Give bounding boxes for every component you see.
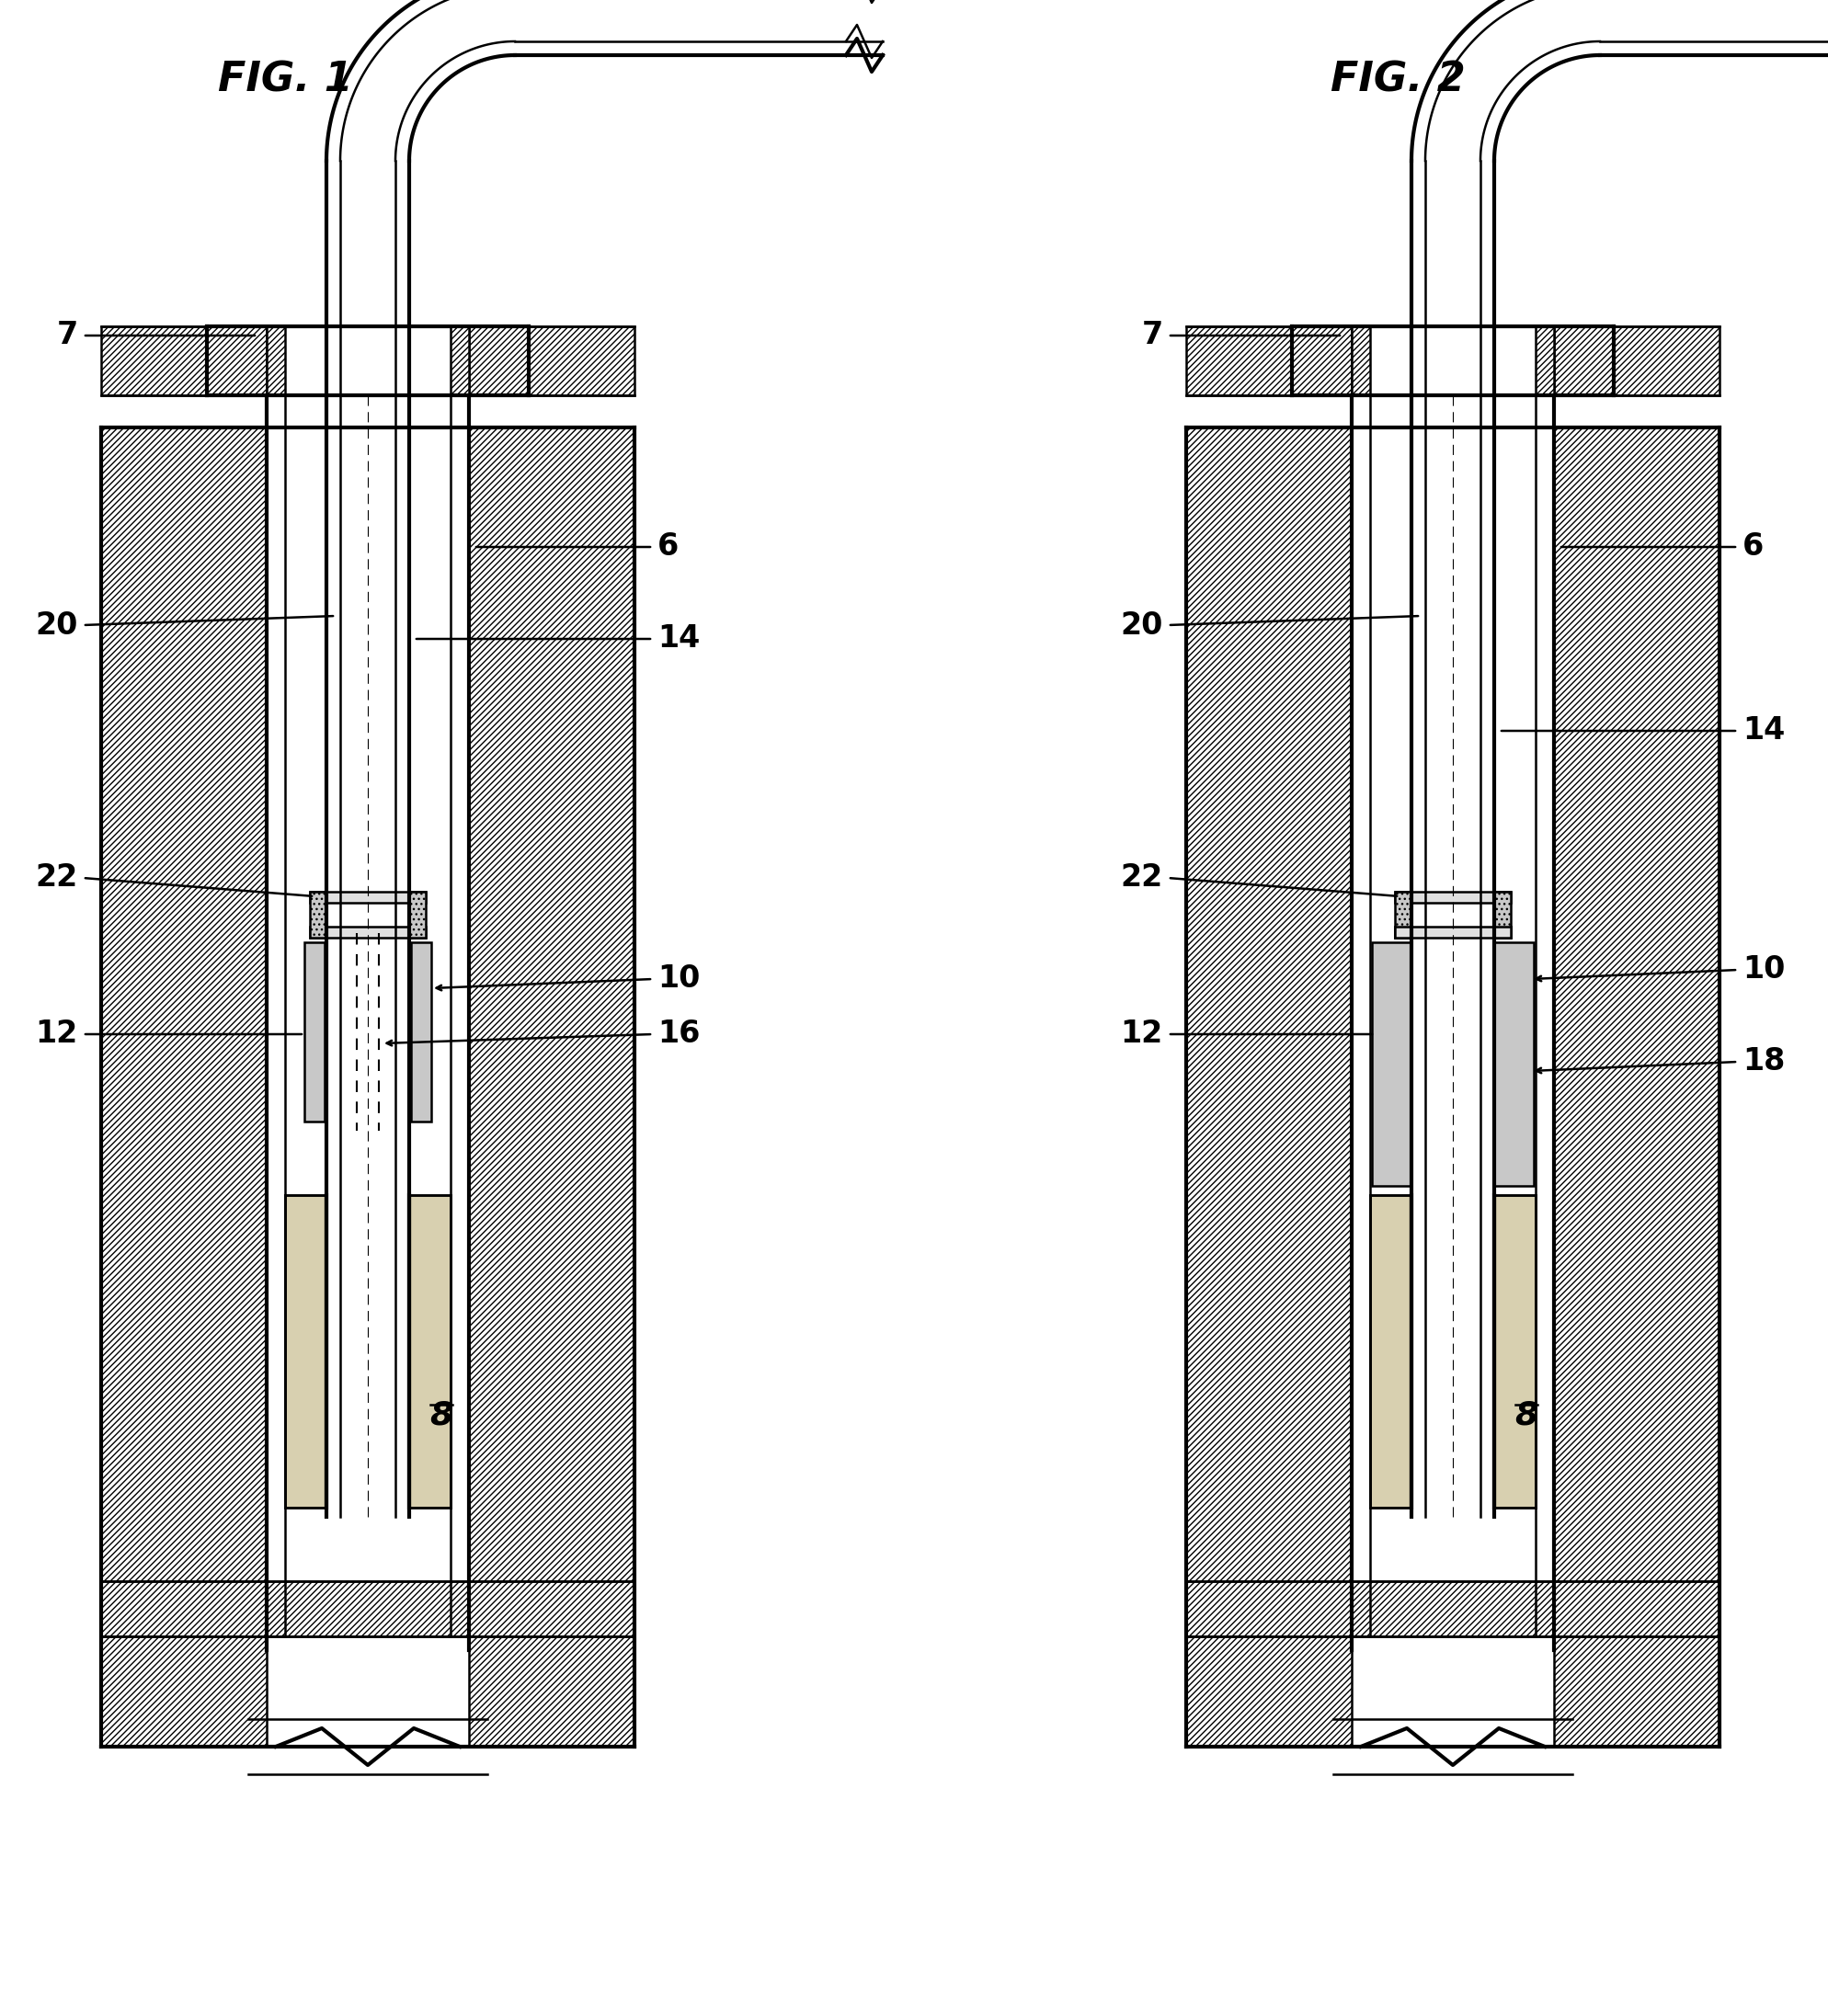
Text: 18: 18: [1742, 1046, 1786, 1077]
Bar: [470, 427, 634, 1746]
Text: 22: 22: [1121, 863, 1163, 893]
Bar: [311, 891, 327, 937]
Bar: [1395, 891, 1411, 937]
Bar: [1186, 327, 1351, 395]
Bar: [409, 1195, 450, 1508]
Text: 12: 12: [1121, 1018, 1163, 1050]
Bar: [1395, 891, 1510, 903]
Bar: [409, 891, 426, 937]
Bar: [1351, 327, 1369, 395]
Bar: [1426, 1195, 1481, 1508]
Text: 12: 12: [35, 1018, 79, 1050]
Bar: [1426, 1195, 1481, 1508]
Text: 8: 8: [1515, 1399, 1537, 1431]
Text: FIG. 1: FIG. 1: [218, 60, 353, 99]
Bar: [1554, 427, 1720, 1746]
Bar: [101, 1581, 634, 1637]
Bar: [1493, 941, 1534, 1185]
Bar: [1493, 1195, 1536, 1508]
Bar: [1186, 1195, 1351, 1508]
Bar: [470, 1195, 634, 1508]
Bar: [1292, 327, 1351, 395]
Text: 6: 6: [1742, 532, 1764, 562]
Bar: [1186, 1581, 1720, 1637]
Bar: [1369, 1195, 1411, 1508]
Bar: [450, 327, 470, 395]
Text: 14: 14: [1742, 716, 1784, 746]
Bar: [311, 891, 426, 903]
Text: 8: 8: [430, 1399, 453, 1431]
Text: 22: 22: [35, 863, 79, 893]
Text: 16: 16: [658, 1018, 700, 1050]
Bar: [101, 1195, 267, 1508]
Bar: [340, 1195, 395, 1508]
Bar: [267, 327, 285, 395]
Text: 7: 7: [57, 321, 79, 351]
Text: 20: 20: [1121, 611, 1163, 641]
Bar: [1395, 927, 1510, 937]
Bar: [1554, 327, 1720, 395]
Text: 10: 10: [1742, 956, 1786, 986]
Text: 20: 20: [35, 611, 79, 641]
Text: 14: 14: [658, 623, 700, 653]
Text: 6: 6: [658, 532, 678, 562]
Bar: [101, 427, 267, 1746]
Bar: [1493, 891, 1510, 937]
Bar: [1536, 327, 1554, 395]
Bar: [1395, 927, 1411, 937]
Bar: [470, 327, 528, 395]
Bar: [311, 927, 426, 937]
Bar: [1373, 941, 1411, 1185]
Bar: [1554, 1195, 1720, 1508]
Bar: [285, 1195, 327, 1508]
Bar: [1554, 327, 1614, 395]
Bar: [101, 327, 267, 395]
Bar: [411, 941, 431, 1121]
Bar: [207, 327, 267, 395]
Text: FIG. 2: FIG. 2: [1331, 60, 1464, 99]
Bar: [470, 327, 634, 395]
Text: 7: 7: [1142, 321, 1163, 351]
Bar: [340, 1195, 395, 1508]
Bar: [303, 941, 325, 1121]
Bar: [1493, 927, 1510, 937]
Bar: [1186, 427, 1351, 1746]
Text: 10: 10: [658, 964, 700, 994]
